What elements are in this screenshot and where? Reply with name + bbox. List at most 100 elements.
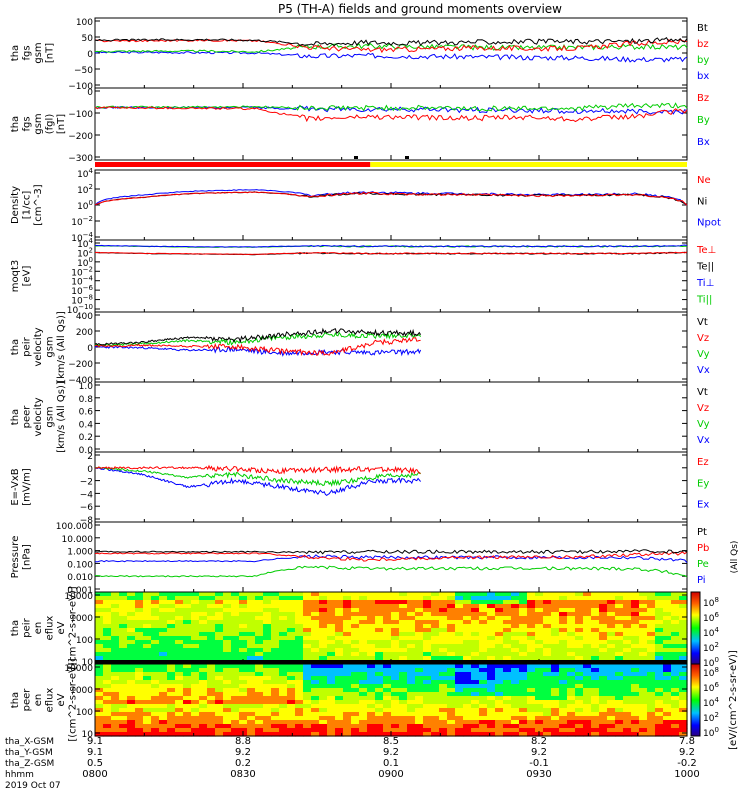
heatmap-cell (279, 672, 288, 677)
heatmap-cell (247, 672, 256, 677)
heatmap-cell (639, 628, 648, 633)
heatmap-cell (399, 692, 408, 697)
heatmap-cell (671, 680, 680, 685)
ytick-label: 0.8 (79, 395, 94, 405)
heatmap-cell (487, 608, 496, 613)
heatmap-cell (119, 604, 128, 609)
heatmap-cell (119, 672, 128, 677)
heatmap-cell (591, 620, 600, 625)
heatmap-cell (119, 700, 128, 705)
heatmap-cell (247, 596, 256, 601)
heatmap-cell (143, 696, 152, 701)
heatmap-cell (119, 600, 128, 605)
heatmap-cell (479, 732, 488, 737)
heatmap-cell (359, 668, 368, 673)
heatmap-cell (95, 656, 104, 661)
heatmap-cell (343, 704, 352, 709)
heatmap-cell (167, 692, 176, 697)
heatmap-cell (343, 664, 352, 669)
heatmap-cell (535, 652, 544, 657)
heatmap-cell (231, 732, 240, 737)
heatmap-cell (615, 612, 624, 617)
heatmap-cell (519, 652, 528, 657)
heatmap-cell (503, 680, 512, 685)
heatmap-cell (679, 728, 688, 733)
heatmap-cell (391, 620, 400, 625)
heatmap-cell (407, 680, 416, 685)
panel-5: tha peir velocity gsm [km/s (All Qs)] 4002000… (10, 311, 710, 386)
heatmap-cell (479, 648, 488, 653)
heatmap-cell (231, 688, 240, 693)
heatmap-cell (319, 708, 328, 713)
heatmap-cell (239, 704, 248, 709)
heatmap-cell (335, 720, 344, 725)
heatmap-cell (191, 668, 200, 673)
heatmap-cell (207, 676, 216, 681)
heatmap-cell (303, 608, 312, 613)
heatmap-cell (671, 672, 680, 677)
heatmap-cell (175, 704, 184, 709)
heatmap-cell (599, 616, 608, 621)
heatmap-cell (271, 676, 280, 681)
heatmap-cell (223, 672, 232, 677)
heatmap-cell (479, 652, 488, 657)
heatmap-cell (615, 632, 624, 637)
heatmap-cell (399, 632, 408, 637)
heatmap-cell (183, 620, 192, 625)
ytick-label: −50 (74, 66, 93, 76)
heatmap-cell (327, 704, 336, 709)
heatmap-cell (183, 652, 192, 657)
heatmap-cell (119, 644, 128, 649)
heatmap-cell (583, 712, 592, 717)
heatmap-cell (159, 700, 168, 705)
colorbar-bottom-label: 104 (703, 696, 719, 709)
heatmap-cell (327, 592, 336, 597)
heatmap-cell (599, 688, 608, 693)
colorbar-bottom-label: 100 (703, 726, 719, 739)
heatmap-cell (255, 652, 264, 657)
heatmap-cell (215, 608, 224, 613)
heatmap-cell (447, 692, 456, 697)
heatmap-cell (447, 636, 456, 641)
heatmap-cell (271, 668, 280, 673)
heatmap-cell (111, 684, 120, 689)
heatmap-cell (359, 724, 368, 729)
heatmap-cell (495, 732, 504, 737)
heatmap-cell (223, 640, 232, 645)
heatmap-cell (543, 632, 552, 637)
heatmap-cell (519, 612, 528, 617)
heatmap-cell (351, 616, 360, 621)
ylabel-line: peir (22, 617, 33, 637)
heatmap-cell (375, 672, 384, 677)
heatmap-cell (511, 696, 520, 701)
heatmap-cell (183, 612, 192, 617)
heatmap-cell (607, 596, 616, 601)
heatmap-cell (455, 700, 464, 705)
xtick-z-gsm: -0.1 (529, 758, 549, 769)
heatmap-cell (255, 704, 264, 709)
heatmap-cell (159, 672, 168, 677)
heatmap-cell (383, 624, 392, 629)
heatmap-cell (495, 724, 504, 729)
heatmap-cell (199, 704, 208, 709)
heatmap-cell (463, 696, 472, 701)
heatmap-cell (383, 644, 392, 649)
heatmap-cell (159, 688, 168, 693)
heatmap-cell (335, 704, 344, 709)
heatmap-cell (311, 720, 320, 725)
heatmap-cell (455, 628, 464, 633)
heatmap-cell (143, 720, 152, 725)
heatmap-cell (95, 704, 104, 709)
ylabel-line: [(cm^2-s-sr-eV)] (68, 586, 79, 669)
heatmap-cell (311, 676, 320, 681)
ylabel-line: [(cm^2-s-sr-eV)] (68, 658, 79, 741)
heatmap-cell (519, 728, 528, 733)
heatmap-cell (455, 732, 464, 737)
heatmap-cell (503, 732, 512, 737)
heatmap-cell (543, 668, 552, 673)
heatmap-cell (95, 708, 104, 713)
heatmap-cell (367, 692, 376, 697)
heatmap-cell (647, 724, 656, 729)
heatmap-cell (487, 672, 496, 677)
heatmap-cell (295, 688, 304, 693)
